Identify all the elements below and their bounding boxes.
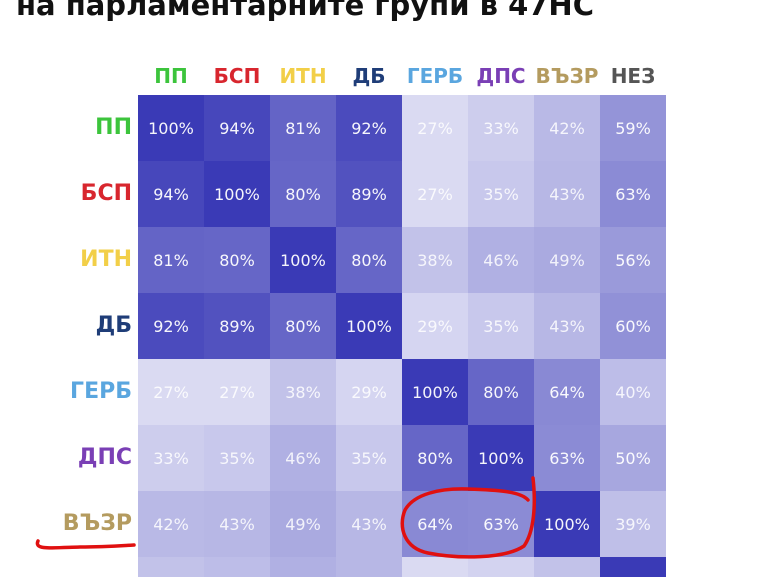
heatmap-cell: 40% (600, 359, 666, 425)
heatmap-cell: 35% (468, 293, 534, 359)
row-label: ДБ (95, 313, 132, 338)
heatmap-cell: 49% (270, 491, 336, 557)
heatmap-cell: 38% (270, 359, 336, 425)
heatmap-cell-cropped (402, 557, 468, 577)
heatmap-cell: 64% (402, 491, 468, 557)
row-label: ГЕРБ (70, 379, 132, 404)
heatmap-cell: 43% (534, 161, 600, 227)
column-label: ВЪЗР (535, 64, 599, 88)
heatmap-cell: 27% (138, 359, 204, 425)
heatmap-cell: 29% (336, 359, 402, 425)
column-label: ГЕРБ (406, 64, 464, 88)
heatmap-cell: 35% (468, 161, 534, 227)
heatmap-cell: 46% (270, 425, 336, 491)
row-label: БСП (80, 181, 132, 206)
heatmap-cell: 81% (270, 95, 336, 161)
heatmap-cell: 89% (336, 161, 402, 227)
column-label: ДПС (476, 64, 526, 88)
row-label: ДПС (77, 445, 132, 470)
heatmap-cell-cropped (270, 557, 336, 577)
heatmap-cell: 35% (336, 425, 402, 491)
heatmap-cell: 80% (204, 227, 270, 293)
row-underline-annotation (35, 539, 136, 550)
row-label: ПП (95, 115, 132, 140)
heatmap-cell: 64% (534, 359, 600, 425)
heatmap-cell: 49% (534, 227, 600, 293)
heatmap-cell-cropped (600, 557, 666, 577)
heatmap-cell: 38% (402, 227, 468, 293)
heatmap-cell: 63% (468, 491, 534, 557)
column-label: БСП (213, 64, 261, 88)
heatmap-cell: 33% (138, 425, 204, 491)
heatmap-cell-cropped (336, 557, 402, 577)
heatmap-cell: 92% (336, 95, 402, 161)
heatmap-cell: 100% (468, 425, 534, 491)
heatmap-cell: 29% (402, 293, 468, 359)
page-title: на парламентарните групи в 47НС (16, 0, 594, 22)
heatmap-cell: 94% (204, 95, 270, 161)
heatmap-cell: 100% (270, 227, 336, 293)
heatmap-cell: 56% (600, 227, 666, 293)
heatmap-cell: 59% (600, 95, 666, 161)
heatmap-cell: 89% (204, 293, 270, 359)
heatmap-cell: 33% (468, 95, 534, 161)
heatmap-cell: 100% (204, 161, 270, 227)
heatmap-cell-cropped (468, 557, 534, 577)
heatmap-cell: 80% (270, 293, 336, 359)
heatmap-cell-cropped (204, 557, 270, 577)
column-label: ИТН (279, 64, 327, 88)
heatmap-cell: 39% (600, 491, 666, 557)
heatmap-cell: 81% (138, 227, 204, 293)
heatmap-cell: 92% (138, 293, 204, 359)
heatmap-cell: 94% (138, 161, 204, 227)
heatmap-cell: 35% (204, 425, 270, 491)
heatmap-cell: 80% (336, 227, 402, 293)
heatmap-cell: 42% (138, 491, 204, 557)
heatmap-cell: 100% (138, 95, 204, 161)
heatmap-cell: 80% (402, 425, 468, 491)
heatmap-cell: 100% (534, 491, 600, 557)
heatmap-cell: 27% (204, 359, 270, 425)
heatmap-cell: 63% (600, 161, 666, 227)
heatmap-cell: 42% (534, 95, 600, 161)
heatmap-cell-cropped (138, 557, 204, 577)
column-label: ПП (154, 64, 188, 88)
heatmap-cell: 43% (534, 293, 600, 359)
heatmap-cell: 60% (600, 293, 666, 359)
column-label: ДБ (352, 64, 386, 88)
heatmap-cell: 80% (270, 161, 336, 227)
heatmap-cell: 27% (402, 95, 468, 161)
heatmap-cell: 43% (336, 491, 402, 557)
heatmap-cell: 100% (402, 359, 468, 425)
heatmap-cell: 100% (336, 293, 402, 359)
row-label: ВЪЗР (62, 511, 132, 536)
column-label: НЕЗ (610, 64, 656, 88)
heatmap-cell-cropped (534, 557, 600, 577)
heatmap-cell: 63% (534, 425, 600, 491)
heatmap-cell: 80% (468, 359, 534, 425)
heatmap-cell: 43% (204, 491, 270, 557)
row-label: ИТН (80, 247, 132, 272)
heatmap-cell: 46% (468, 227, 534, 293)
heatmap-cell: 27% (402, 161, 468, 227)
heatmap-cell: 50% (600, 425, 666, 491)
